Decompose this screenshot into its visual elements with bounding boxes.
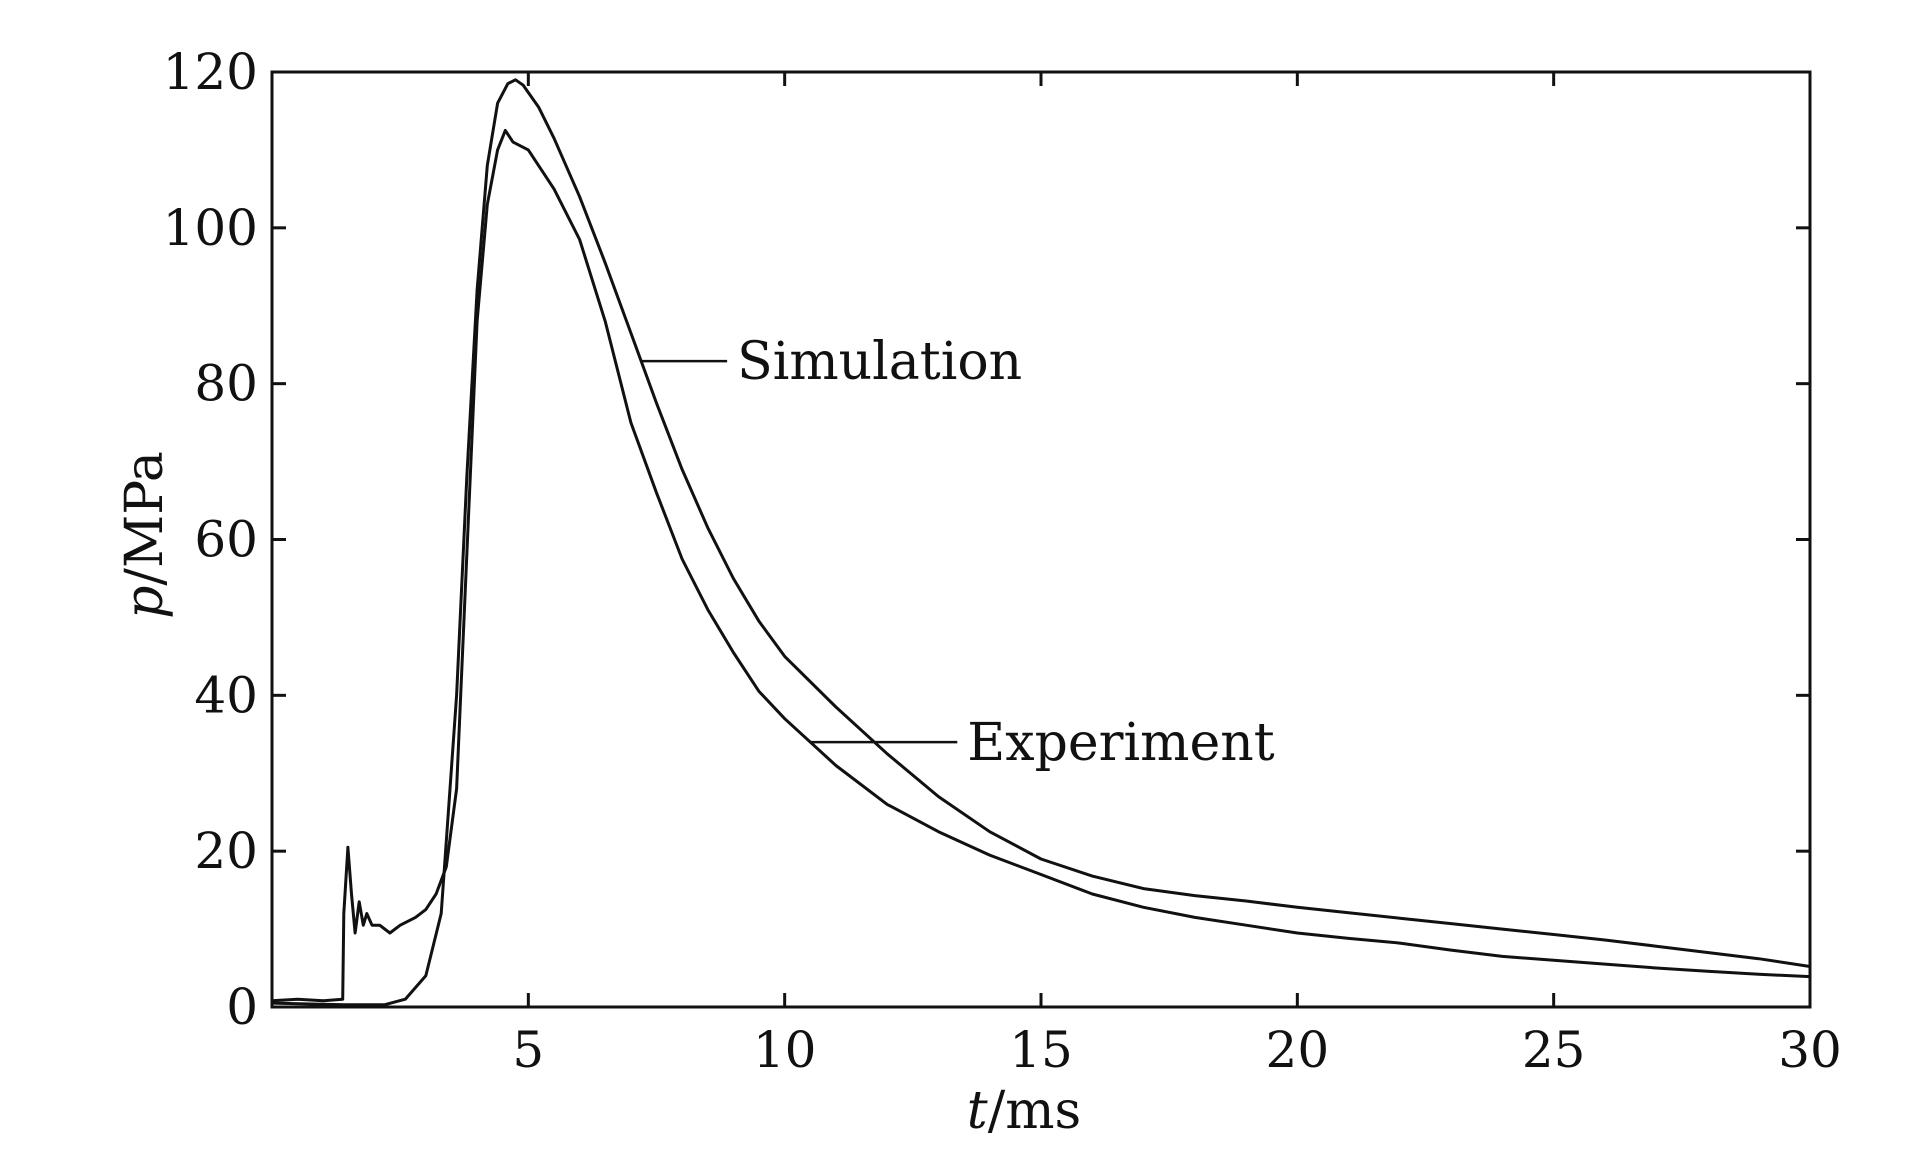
x-tick-label: 30 [1778, 1021, 1842, 1079]
y-axis-unit: /MPa [115, 451, 175, 585]
x-axis-variable: t [967, 1081, 988, 1141]
y-tick-label: 0 [226, 978, 258, 1036]
y-axis-variable: p [115, 586, 175, 619]
x-tick-label: 20 [1266, 1021, 1330, 1079]
y-tick-label: 40 [194, 666, 258, 724]
y-tick-label: 80 [194, 355, 258, 413]
x-tick-label: 10 [753, 1021, 817, 1079]
y-tick-label: 120 [163, 43, 258, 101]
series-line-simulation [271, 78, 1811, 1007]
annotation-label-experiment: Experiment [967, 713, 1274, 773]
x-axis-unit: /ms [988, 1081, 1082, 1141]
x-axis-title: t/ms [967, 1081, 1081, 1141]
x-tick-label: 15 [1009, 1021, 1073, 1079]
plot-frame [270, 70, 1812, 1009]
y-tick-label: 100 [163, 199, 258, 257]
x-tick-label: 25 [1522, 1021, 1586, 1079]
annotation-label-simulation: Simulation [737, 332, 1022, 392]
y-tick-label: 20 [194, 822, 258, 880]
x-tick-label: 5 [512, 1021, 544, 1079]
y-tick-label: 60 [194, 511, 258, 569]
y-axis-title: p/MPa [115, 451, 175, 619]
series-line-experiment [271, 128, 1811, 1003]
